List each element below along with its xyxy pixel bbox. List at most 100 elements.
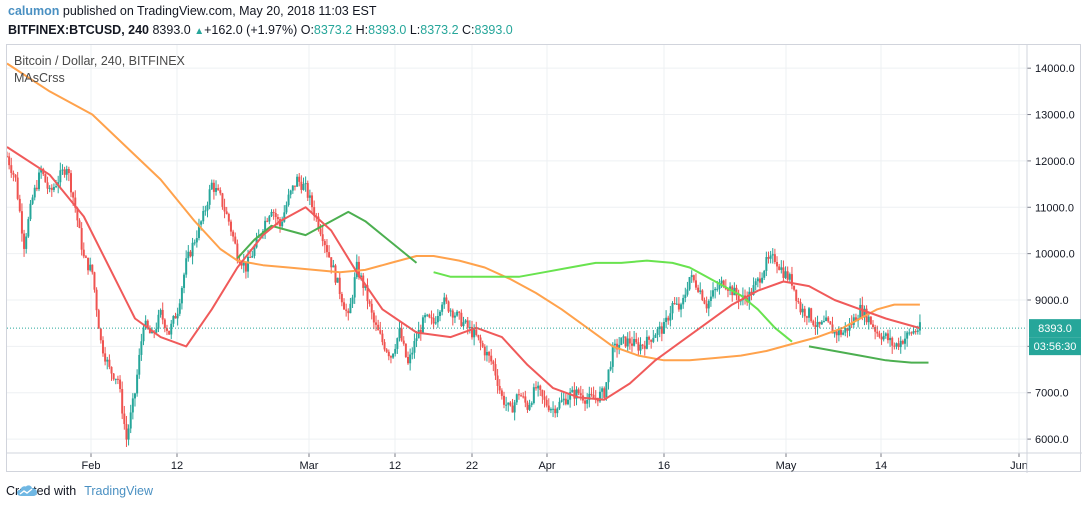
chart-svg[interactable]: 14000.0 13000.0 12000.0 11000.0 10000.0 9000.…: [7, 45, 1082, 473]
candle-body: [769, 255, 772, 259]
candle-body: [833, 331, 836, 334]
candle-body: [253, 247, 256, 256]
candle-body: [227, 214, 230, 222]
candle-body: [375, 322, 378, 325]
candle-body: [93, 272, 96, 290]
candle-body: [882, 335, 885, 340]
candle-body: [756, 278, 759, 282]
candle-body: [605, 382, 608, 398]
candle-body: [662, 322, 665, 334]
chart-pane[interactable]: 14000.0 13000.0 12000.0 11000.0 10000.0 9000.…: [6, 44, 1082, 473]
candle-body: [240, 263, 243, 266]
candle-body: [524, 396, 527, 403]
candle-body: [87, 257, 90, 271]
candle-body: [618, 344, 621, 350]
candle-body: [165, 328, 168, 331]
candle-body: [415, 338, 418, 342]
candle-body: [473, 329, 476, 338]
candle-body: [835, 331, 838, 336]
candle-body: [776, 262, 779, 267]
candle-body: [889, 337, 892, 341]
candle-body: [308, 195, 311, 198]
candle-body: [483, 346, 486, 356]
candle-body: [522, 396, 525, 398]
chart-legend: Bitcoin / Dollar, 240, BITFINEX MAsCrss: [14, 53, 185, 87]
candle-body: [25, 236, 28, 249]
candle-body: [667, 317, 670, 321]
candle-body: [566, 399, 569, 405]
legend-indicator[interactable]: MAsCrss: [14, 71, 65, 85]
ma-orange-line: [7, 62, 920, 362]
candle-body: [703, 300, 706, 304]
candle-body: [456, 311, 459, 316]
candle-body: [684, 294, 687, 298]
candle-body: [641, 344, 644, 346]
candle-body: [884, 333, 887, 336]
x-tick-label: 12: [389, 460, 401, 472]
candle-body: [293, 185, 296, 187]
candle-body: [763, 270, 766, 278]
candle-body: [400, 328, 403, 341]
candle-body: [584, 400, 587, 404]
candle-body: [780, 267, 783, 270]
candle-body: [345, 309, 348, 311]
candle-body: [27, 219, 30, 237]
candle-body: [110, 366, 113, 374]
candle-body: [44, 174, 47, 183]
candle-body: [174, 316, 177, 319]
candle-body: [549, 409, 552, 411]
candle-body: [624, 336, 627, 347]
candle-body: [7, 156, 8, 158]
candle-body: [652, 337, 655, 342]
candle-body: [863, 308, 866, 318]
candle-body: [383, 342, 386, 350]
candle-body: [72, 192, 75, 198]
candle-body: [831, 324, 834, 334]
candle-body: [720, 280, 723, 284]
candle-body: [441, 304, 444, 312]
y-tick-label: 13000.0: [1035, 110, 1075, 122]
candle-body: [232, 231, 235, 237]
candle-body: [89, 264, 92, 271]
author-link[interactable]: calumon: [8, 4, 60, 18]
candle-body: [144, 320, 147, 329]
candle-body: [20, 211, 23, 234]
x-tick-label: 12: [171, 460, 183, 472]
candle-body: [46, 182, 49, 189]
candle-body: [59, 170, 62, 183]
candle-body: [191, 242, 194, 257]
tradingview-link[interactable]: TradingView: [84, 484, 153, 498]
candle-body: [468, 326, 471, 328]
x-tick-label: 16: [658, 460, 670, 472]
candle-body: [818, 321, 821, 325]
candle-body: [577, 389, 580, 394]
x-tick-label: Apr: [538, 460, 555, 472]
candle-body: [325, 245, 328, 253]
candle-body: [398, 328, 401, 339]
candle-body: [556, 408, 559, 414]
candle-body: [78, 220, 81, 228]
candle-body: [340, 294, 343, 303]
candle-body: [658, 326, 661, 330]
candle-body: [458, 311, 461, 313]
candle-body: [421, 317, 424, 333]
candle-body: [686, 289, 689, 295]
candle-body: [502, 395, 505, 405]
candle-body: [790, 274, 793, 286]
candle-body: [127, 428, 130, 440]
candle-body: [219, 190, 222, 194]
candle-body: [349, 303, 352, 314]
candle-body: [355, 261, 358, 278]
candle-body: [511, 405, 514, 413]
candle-body: [389, 356, 392, 358]
candle-body: [648, 336, 651, 340]
candle-body: [368, 301, 371, 304]
candle-body: [319, 228, 322, 235]
candle-body: [797, 300, 800, 303]
candle-body: [65, 168, 68, 175]
candle-body: [848, 323, 851, 331]
ma-red-line: [7, 146, 921, 401]
candle-body: [148, 328, 151, 334]
candle-body: [897, 343, 900, 348]
candle-body: [317, 216, 320, 229]
